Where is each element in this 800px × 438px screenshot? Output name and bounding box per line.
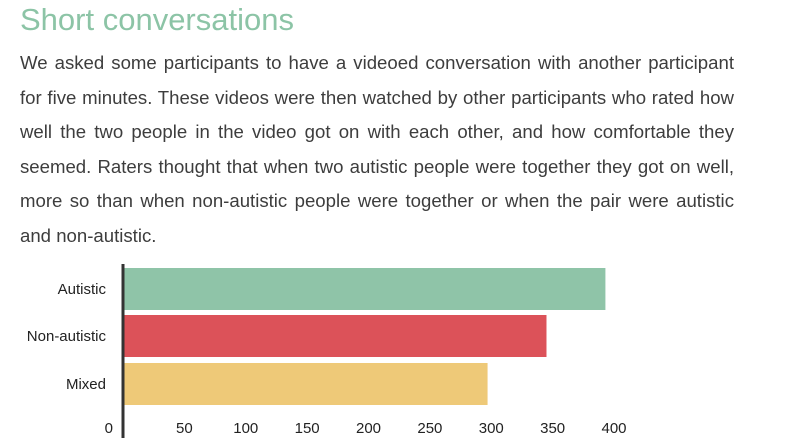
section-paragraph: We asked some participants to have a vid… xyxy=(20,52,734,246)
bar-mixed xyxy=(123,363,488,405)
x-tick-label: 50 xyxy=(176,420,193,437)
x-tick-label: 400 xyxy=(601,420,626,437)
x-tick-label: 100 xyxy=(233,420,258,437)
bar-chart: Autistic Non-autistic Mixed 0 50 100 150 200 250… xyxy=(27,264,627,438)
category-label: Autistic xyxy=(58,281,107,298)
x-tick-label: 250 xyxy=(417,420,442,437)
x-tick-label: 300 xyxy=(479,420,504,437)
x-tick-label: 0 xyxy=(105,420,113,437)
category-label: Non-autistic xyxy=(27,328,107,345)
category-label: Mixed xyxy=(66,376,106,393)
bar-autistic xyxy=(123,268,606,310)
section-title: Short conversations xyxy=(20,2,294,37)
bar-non-autistic xyxy=(123,315,547,357)
x-tick-label: 200 xyxy=(356,420,381,437)
x-tick-label: 350 xyxy=(540,420,565,437)
x-tick-label: 150 xyxy=(295,420,320,437)
